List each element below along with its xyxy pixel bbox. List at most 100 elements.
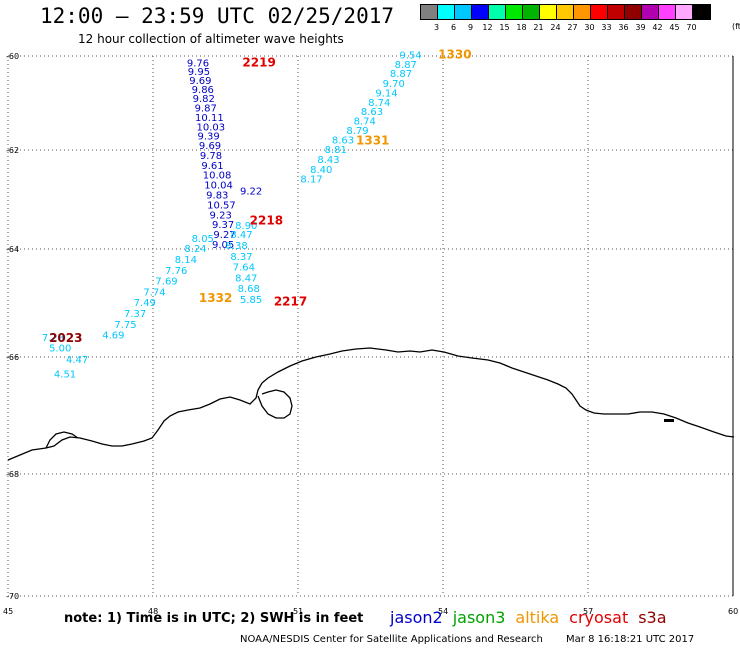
lat-tick-label: -68 bbox=[6, 470, 19, 479]
map-grid bbox=[7, 55, 734, 597]
track-group: 8.058.248.147.767.697.747.497.377.754.69 bbox=[102, 234, 214, 342]
swh-value-label: 9.78 bbox=[200, 151, 222, 162]
legend-label: 30 bbox=[584, 23, 595, 32]
coastline-path bbox=[7, 347, 735, 461]
legend-swatch bbox=[472, 5, 489, 19]
legend-label: 39 bbox=[635, 23, 646, 32]
time-label: 2023 bbox=[49, 331, 82, 345]
legend-swatch bbox=[540, 5, 557, 19]
swh-value-label: 9.61 bbox=[201, 161, 223, 172]
swh-value-label: 7.37 bbox=[124, 309, 146, 320]
legend-label: 36 bbox=[618, 23, 629, 32]
swh-value-label: 8.63 bbox=[361, 107, 383, 118]
swh-value-label: 10.03 bbox=[197, 122, 226, 133]
swh-value-label: 10.04 bbox=[204, 181, 233, 192]
page-subtitle: 12 hour collection of altimeter wave hei… bbox=[78, 32, 344, 46]
track-group: 8.638.818.438.408.17 bbox=[300, 135, 354, 185]
satellite-legend-item: cryosat bbox=[569, 608, 629, 627]
track-group: 7.285.004.47 4.51 bbox=[42, 333, 88, 381]
swh-value-label: 8.74 bbox=[354, 117, 376, 128]
swh-value-label: 8.74 bbox=[368, 98, 390, 109]
lat-tick-label: -66 bbox=[6, 353, 19, 362]
time-label: 2218 bbox=[250, 213, 283, 227]
swh-value-label: 9.14 bbox=[375, 88, 397, 99]
swh-value-label: 7.64 bbox=[233, 263, 255, 274]
swh-value-label: 8.17 bbox=[300, 175, 322, 186]
time-label: 2219 bbox=[242, 55, 275, 69]
swh-value-label: 8.87 bbox=[395, 60, 417, 71]
swh-value-label: 8.40 bbox=[310, 165, 332, 176]
swh-value-label: 9.22 bbox=[240, 187, 262, 198]
swh-value-label: 9.39 bbox=[197, 132, 219, 143]
swh-value-label: 9.54 bbox=[400, 50, 422, 61]
antarctica-coastline bbox=[7, 347, 735, 461]
swh-value-label: 7.75 bbox=[114, 320, 136, 331]
swh-value-label: 9.69 bbox=[189, 76, 211, 87]
swh-value-label: 9.37 bbox=[212, 220, 234, 231]
swh-value-label: 8.47 bbox=[230, 230, 252, 241]
swh-value-label: 8.43 bbox=[317, 155, 339, 166]
swh-value-label: 5.00 bbox=[49, 344, 71, 355]
satellite-legend-item: altika bbox=[515, 608, 560, 627]
legend-unit: (ft) bbox=[732, 22, 740, 31]
legend-label: 12 bbox=[482, 23, 493, 32]
satellite-legend: jason2 jason3 altika cryosat s3a bbox=[390, 608, 677, 627]
swh-value-label: 8.37 bbox=[230, 252, 252, 263]
track-group: 8.908.478.388.377.648.478.685.85 bbox=[226, 221, 263, 306]
legend-swatch bbox=[455, 5, 472, 19]
time-label: 1332 bbox=[199, 291, 232, 305]
swh-value-label: 10.57 bbox=[207, 200, 236, 211]
swh-value-label: 9.76 bbox=[187, 58, 209, 69]
time-label: 1331 bbox=[356, 133, 389, 147]
legend-swatch bbox=[421, 5, 438, 19]
lon-tick-label: 48 bbox=[148, 607, 158, 616]
swh-value-label: 8.63 bbox=[332, 135, 354, 146]
footer-credit: NOAA/NESDIS Center for Satellite Applica… bbox=[240, 634, 543, 645]
lon-tick-label: 45 bbox=[3, 607, 13, 616]
legend-swatch bbox=[523, 5, 540, 19]
units-note: note: 1) Time is in UTC; 2) SWH is in fe… bbox=[64, 611, 364, 626]
swh-value-label: 8.05 bbox=[192, 234, 214, 245]
swh-value-label: 8.47 bbox=[235, 273, 257, 284]
swh-value-label: 4.69 bbox=[102, 331, 124, 342]
swh-value-label: 8.38 bbox=[226, 241, 248, 252]
legend-swatch bbox=[489, 5, 506, 19]
swh-value-label: 9.83 bbox=[206, 191, 228, 202]
satellite-legend-item: s3a bbox=[638, 608, 667, 627]
legend-label: 42 bbox=[652, 23, 663, 32]
swh-value-label: 9.86 bbox=[192, 85, 214, 96]
swh-value-label: 7.69 bbox=[155, 277, 177, 288]
island-marker bbox=[664, 419, 674, 422]
footer-timestamp: Mar 8 16:18:21 UTC 2017 bbox=[566, 634, 695, 645]
page-title: 12:00 – 23:59 UTC 02/25/2017 bbox=[40, 4, 395, 28]
legend-swatch bbox=[574, 5, 591, 19]
legend-swatch bbox=[676, 5, 693, 19]
legend-label: 3 bbox=[433, 23, 440, 32]
swh-value-label: 10.08 bbox=[203, 171, 232, 182]
swh-value-label: 10.11 bbox=[195, 113, 224, 124]
legend-label: 33 bbox=[601, 23, 612, 32]
swh-value-label: 8.79 bbox=[346, 126, 368, 137]
swh-value-label: 8.87 bbox=[390, 69, 412, 80]
legend-swatch bbox=[557, 5, 574, 19]
lon-tick-label: 54 bbox=[438, 607, 448, 616]
legend-label: 27 bbox=[567, 23, 578, 32]
lat-tick-label: -62 bbox=[6, 146, 19, 155]
swh-value-label: 8.14 bbox=[175, 255, 197, 266]
legend-swatch bbox=[625, 5, 642, 19]
legend-swatch bbox=[438, 5, 455, 19]
swh-value-label: 9.23 bbox=[210, 210, 232, 221]
legend-label: 21 bbox=[533, 23, 544, 32]
swh-value-label: 8.68 bbox=[238, 284, 260, 295]
swh-value-label: 8.81 bbox=[325, 145, 347, 156]
lat-tick-label: -64 bbox=[6, 245, 19, 254]
swh-value-label: 7.49 bbox=[134, 298, 156, 309]
legend-label: 70 bbox=[686, 23, 697, 32]
legend-labels: 3 6 9 12 15 18 21 24 27 30 33 36 39 42 45 70 bbox=[420, 23, 711, 32]
legend-swatch bbox=[693, 5, 710, 19]
footer: NOAA/NESDIS Center for Satellite Applica… bbox=[240, 634, 694, 645]
satellite-tracks: 9.769.959.699.869.829.8710.1110.039.399.… bbox=[42, 47, 472, 380]
swh-value-label: 7.74 bbox=[143, 287, 165, 298]
